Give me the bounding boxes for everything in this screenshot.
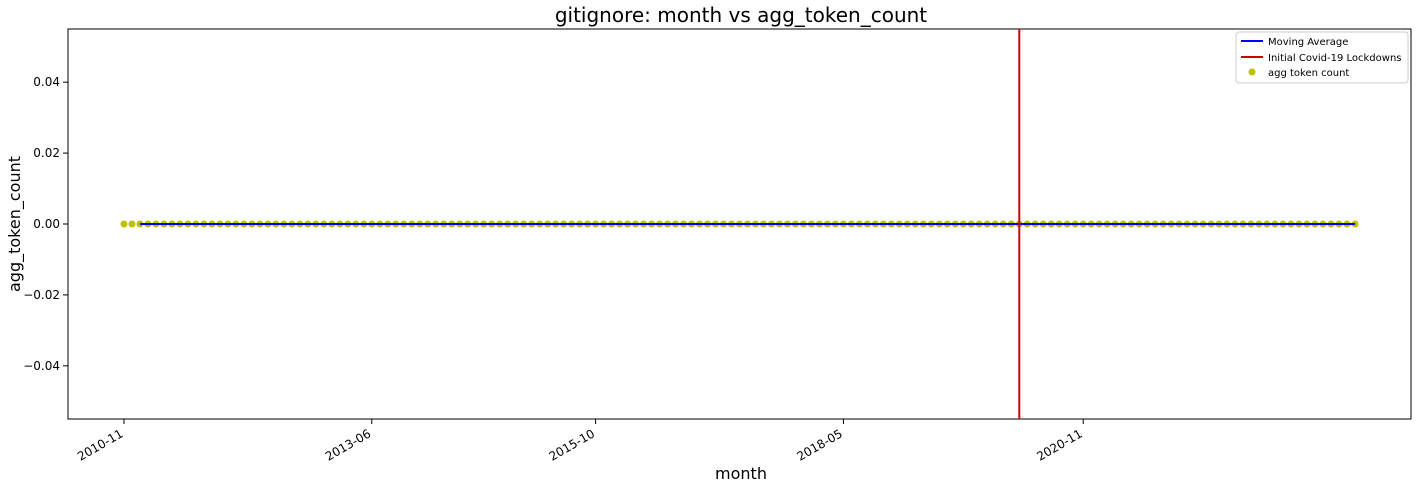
x-tick-label: 2020-11 xyxy=(1034,426,1084,463)
y-tick-label: −0.02 xyxy=(23,288,60,302)
scatter-point xyxy=(128,220,136,228)
legend-lockdown-label: Initial Covid-19 Lockdowns xyxy=(1268,53,1402,64)
legend: Moving Average Initial Covid-19 Lockdown… xyxy=(1235,31,1409,84)
y-ticks: 0.04 0.02 0.00 −0.02 −0.04 xyxy=(23,75,68,373)
y-axis-label: agg_token_count xyxy=(5,156,25,292)
chart-title: gitignore: month vs agg_token_count xyxy=(555,3,927,27)
x-axis-label: month xyxy=(715,464,767,483)
y-tick-label: 0.02 xyxy=(33,146,60,160)
plot-area: 0.040.020.00−0.02−0.04 2010-11 2013-06 201… xyxy=(23,28,1412,464)
x-tick-label: 2010-11 xyxy=(75,426,125,463)
x-tick-label: 2013-06 xyxy=(323,426,373,463)
legend-agg-token-count-swatch xyxy=(1248,68,1256,76)
scatter-point xyxy=(120,220,128,228)
x-tick-label: 2015-10 xyxy=(547,426,597,463)
legend-moving-average-label: Moving Average xyxy=(1268,37,1348,48)
y-tick-label: 0.04 xyxy=(33,75,60,89)
y-tick-label: 0.00 xyxy=(33,217,60,231)
legend-agg-token-count-label: agg token count xyxy=(1268,68,1349,79)
x-ticks: 2010-11 2013-06 2015-10 2018-05 2020-11 xyxy=(75,419,1085,464)
legend-box xyxy=(1235,31,1409,84)
x-tick-label: 2018-05 xyxy=(794,426,844,463)
y-tick-label: −0.04 xyxy=(23,359,60,373)
